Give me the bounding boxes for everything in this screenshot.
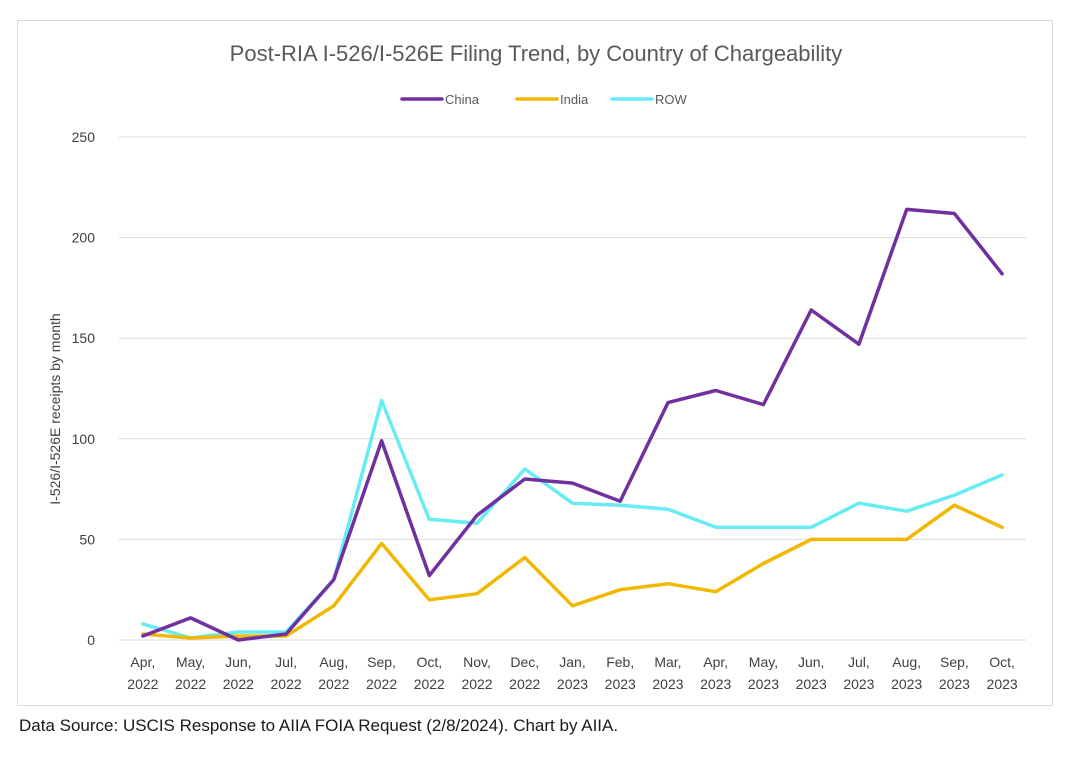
legend-item-india: India: [515, 92, 589, 107]
x-tick-label: Jun, 2023: [796, 654, 827, 692]
series-line-china: [141, 207, 1004, 642]
x-tick-label: Oct, 2022: [414, 654, 445, 692]
y-tick-label: 0: [87, 632, 95, 648]
source-note: Data Source: USCIS Response to AIIA FOIA…: [19, 716, 619, 735]
series-lines: [141, 207, 1004, 642]
y-axis-ticks: 0 50 100 150 200 250: [72, 129, 96, 648]
y-tick-label: 250: [72, 129, 96, 145]
x-tick-label: Sep, 2022: [366, 654, 397, 692]
y-tick-label: 100: [72, 431, 96, 447]
legend-label: ROW: [655, 92, 688, 107]
legend-label: India: [560, 92, 589, 107]
series-line-india: [141, 503, 1004, 640]
legend-label: China: [445, 92, 480, 107]
x-tick-label: Oct, 2023: [987, 654, 1018, 692]
x-tick-label: May, 2023: [748, 654, 779, 692]
x-tick-label: Mar, 2023: [652, 654, 683, 692]
x-tick-label: Jan, 2023: [557, 654, 588, 692]
x-tick-label: Jul, 2023: [843, 654, 874, 692]
x-tick-label: Jul, 2022: [271, 654, 302, 692]
x-tick-label: Aug, 2023: [891, 654, 922, 692]
legend-item-china: China: [400, 92, 480, 107]
series-line-row: [141, 398, 1004, 640]
line-chart: Post-RIA I-526/I-526E Filing Trend, by C…: [47, 41, 1026, 692]
legend: China India ROW: [400, 92, 688, 107]
x-tick-label: Apr, 2023: [700, 654, 731, 692]
y-axis-title: I-526/I-526E receipts by month: [47, 313, 63, 504]
x-tick-label: May, 2022: [175, 654, 206, 692]
legend-item-row: ROW: [610, 92, 688, 107]
x-tick-label: Apr, 2022: [127, 654, 158, 692]
x-tick-label: Feb, 2023: [605, 654, 636, 692]
x-axis-ticks: Apr, 2022 May, 2022 Jun, 2022 Jul, 2022 Aug, 2022…: [127, 654, 1018, 692]
chart-frame: Post-RIA I-526/I-526E Filing Trend, by C…: [17, 20, 1053, 706]
x-tick-label: Aug, 2022: [318, 654, 349, 692]
x-tick-label: Dec, 2022: [509, 654, 540, 692]
chart-title: Post-RIA I-526/I-526E Filing Trend, by C…: [230, 41, 843, 66]
x-tick-label: Nov, 2022: [461, 654, 492, 692]
x-tick-label: Jun, 2022: [223, 654, 254, 692]
x-tick-label: Sep, 2023: [939, 654, 970, 692]
y-tick-label: 150: [72, 330, 96, 346]
y-tick-label: 50: [79, 531, 95, 547]
y-tick-label: 200: [72, 230, 96, 246]
gridlines: [119, 136, 1026, 641]
